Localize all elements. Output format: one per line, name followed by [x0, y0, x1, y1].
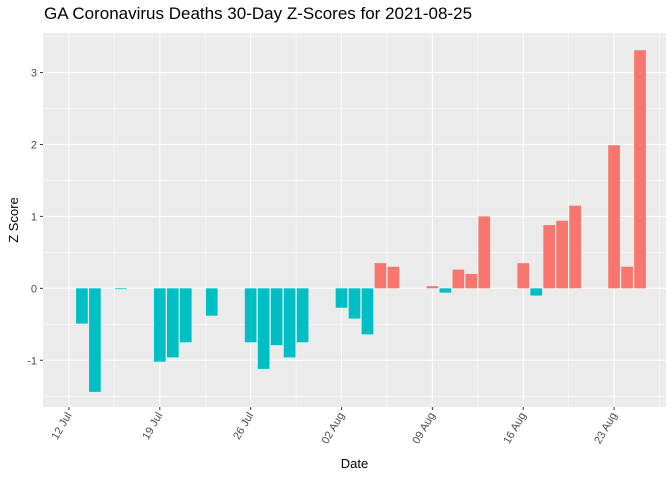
- x-tick-label: 23 Aug: [592, 411, 620, 447]
- bar: [465, 273, 478, 289]
- y-tick-label: 3: [31, 68, 37, 80]
- bar: [76, 288, 88, 324]
- chart-title: GA Coronavirus Deaths 30-Day Z-Scores fo…: [44, 4, 473, 23]
- y-tick-label: -1: [27, 355, 37, 367]
- bar: [205, 288, 218, 316]
- y-tick-label: 1: [31, 211, 37, 223]
- x-axis: 12 Jul 19 Jul 26 Jul 02 Aug 09 Aug 16 Aug 23 A…: [49, 407, 620, 447]
- x-tick-label: 19 Jul: [140, 411, 165, 442]
- bar: [569, 205, 581, 289]
- bar: [374, 263, 387, 289]
- bar: [283, 288, 296, 358]
- bar: [115, 288, 127, 290]
- bar: [634, 50, 646, 289]
- bar: [335, 288, 348, 308]
- bar: [478, 216, 491, 289]
- bar: [89, 288, 101, 392]
- bar: [621, 266, 633, 289]
- bar: [348, 288, 361, 319]
- bar: [296, 288, 309, 343]
- plot-panel: [43, 33, 666, 407]
- bar: [543, 225, 556, 289]
- y-tick-label: 2: [31, 139, 37, 151]
- bar: [244, 288, 257, 343]
- x-tick-label: 26 Jul: [231, 411, 256, 442]
- bar: [517, 263, 530, 289]
- bar: [153, 288, 166, 362]
- x-axis-title: Date: [341, 456, 368, 471]
- bar: [166, 288, 179, 358]
- bar: [270, 288, 283, 346]
- minor-gridlines: [43, 33, 666, 407]
- y-tick-label: 0: [31, 283, 37, 295]
- y-axis-title: Z Score: [6, 197, 21, 243]
- x-tick-label: 09 Aug: [410, 411, 438, 447]
- bar: [387, 266, 400, 289]
- bars: [76, 50, 646, 392]
- bar: [257, 288, 270, 369]
- bar: [179, 288, 192, 343]
- y-axis: -1 0 1 2 3: [27, 68, 43, 367]
- x-tick-label: 12 Jul: [49, 411, 74, 442]
- bar: [439, 288, 452, 293]
- x-tick-label: 16 Aug: [501, 411, 529, 447]
- bar: [361, 288, 374, 335]
- bar: [452, 269, 465, 289]
- bar: [530, 288, 543, 296]
- bar: [556, 220, 569, 289]
- bar: [608, 145, 620, 289]
- bar: [426, 286, 439, 289]
- x-tick-label: 02 Aug: [320, 411, 348, 447]
